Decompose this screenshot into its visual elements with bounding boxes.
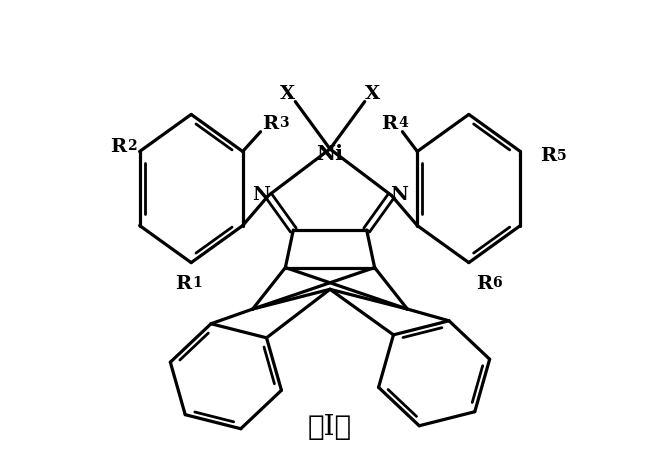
Text: （I）: （I） [308, 414, 352, 441]
Text: R: R [476, 275, 492, 294]
Text: Ni: Ni [316, 144, 343, 164]
Text: R: R [262, 115, 279, 133]
Text: N: N [391, 187, 409, 205]
Text: R: R [175, 275, 191, 294]
Text: X: X [279, 85, 295, 103]
Text: R: R [382, 115, 397, 133]
Text: R: R [110, 138, 126, 156]
Text: 4: 4 [399, 116, 408, 130]
Text: 6: 6 [493, 276, 502, 290]
Text: X: X [365, 85, 380, 103]
Text: 3: 3 [279, 116, 289, 130]
Text: N: N [252, 187, 270, 205]
Text: R: R [540, 147, 556, 165]
Text: 2: 2 [127, 138, 136, 153]
Text: 5: 5 [557, 149, 567, 163]
Text: 1: 1 [192, 276, 202, 290]
